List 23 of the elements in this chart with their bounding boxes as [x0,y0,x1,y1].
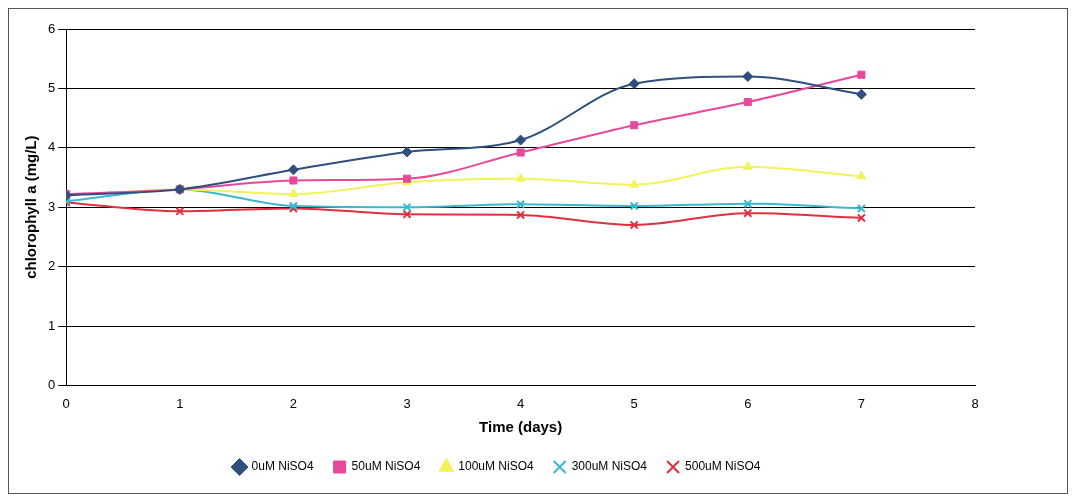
x-tick-label: 0 [62,395,70,411]
y-tick-label: 0 [48,376,56,392]
x-tick-label: 4 [517,395,525,411]
legend-label: 0uM NiSO4 [251,459,314,474]
y-tick-label: 3 [48,198,56,214]
x-tick-label: 8 [971,395,979,411]
legend-label: 100uM NiSO4 [458,459,534,474]
y-tick-label: 6 [48,20,56,36]
y-tick-label: 1 [48,317,56,333]
x-tick-label: 3 [403,395,411,411]
x-axis-title: Time (days) [479,418,563,436]
x-tick-label: 6 [744,395,752,411]
y-tick-label: 5 [48,79,56,95]
legend-label: 500uM NiSO4 [685,459,761,474]
x-tick-label: 7 [857,395,866,411]
x-tick-label: 5 [630,395,638,411]
x-tick-label: 1 [176,395,184,411]
y-axis-title: chlorophyll a (mg/L) [22,135,40,279]
x-tick-label: 2 [289,395,298,411]
legend-label: 50uM NiSO4 [351,459,421,474]
y-tick-label: 2 [48,258,56,274]
y-tick-label: 4 [48,139,56,155]
legend-label: 300uM NiSO4 [571,459,648,474]
